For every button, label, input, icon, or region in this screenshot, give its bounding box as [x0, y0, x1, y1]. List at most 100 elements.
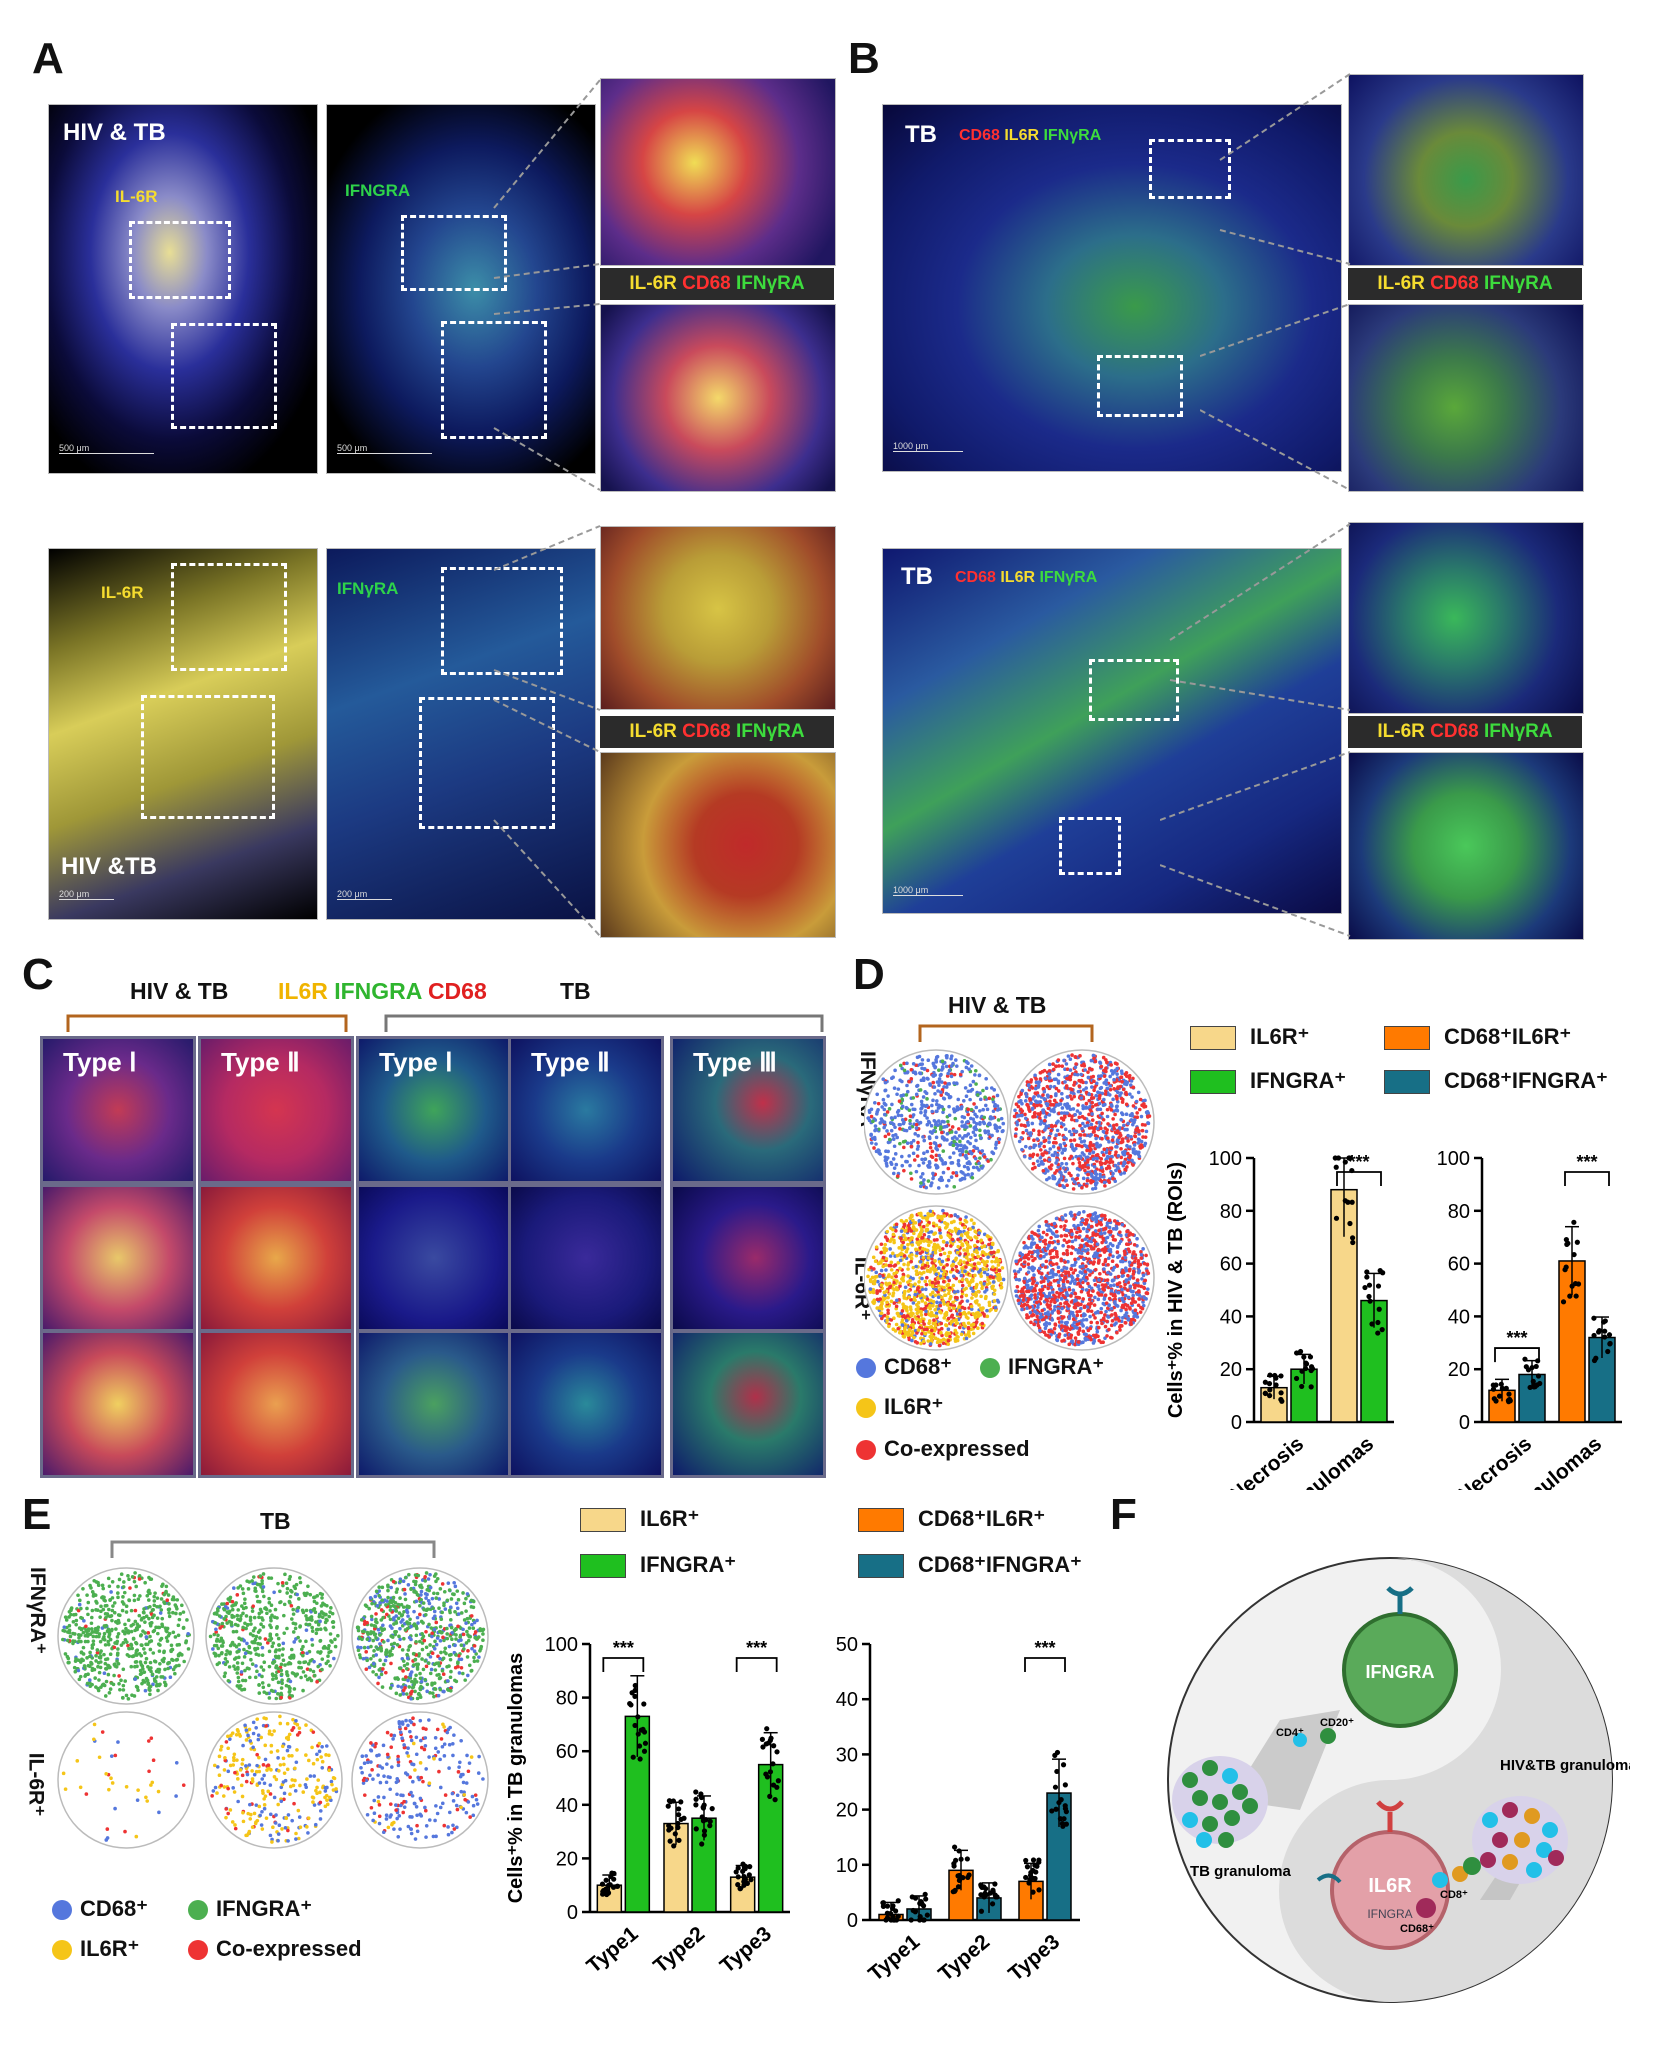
micrograph-a-bottom-ifngra: IFNγRA 200 μm	[326, 548, 596, 920]
roi-box	[171, 323, 277, 429]
x-tick-label: Type1	[582, 1922, 642, 1978]
zoom-b-bottom-2	[1348, 752, 1584, 940]
row-ifngra-label: IFNγRA⁺	[25, 1567, 49, 1654]
hiv-tb-title: HIV & TB	[63, 119, 166, 146]
dot-plot-circles	[864, 1049, 1155, 1351]
legend-ifngra: IFNGRA⁺	[980, 1354, 1104, 1380]
dot-circle	[1009, 1205, 1155, 1351]
group-hiv-tb: HIV & TB	[130, 978, 229, 1004]
cell-dot	[1202, 1760, 1218, 1776]
chart: 0 20 40 60 80 100 Cells⁺% in TB granulomas Type…	[505, 1634, 790, 1978]
panel-label-c: C	[22, 950, 54, 999]
x-tick-label: Necrosis	[1225, 1432, 1308, 1490]
significance-extra: ***	[1494, 1328, 1540, 1363]
legend-il6r: IL6R⁺	[52, 1936, 139, 1962]
cell-dot	[1196, 1832, 1212, 1848]
cell-dot	[1548, 1850, 1564, 1866]
x-tick-label: Type2	[934, 1930, 994, 1986]
cell-dot	[1514, 1832, 1530, 1848]
cell-dot	[1480, 1852, 1496, 1868]
y-tick-label: 40	[1448, 1306, 1470, 1328]
roi-box	[171, 563, 287, 671]
zoom-a-top-1	[600, 78, 836, 266]
micrograph-b-top: TB CD68 IL6R IFNγRA 1000 μm	[882, 104, 1342, 472]
y-tick-label: 0	[1459, 1412, 1470, 1434]
x-tick-label: Type3	[716, 1922, 776, 1978]
group-bracket	[110, 1540, 436, 1558]
significance-label: ***	[1348, 1152, 1369, 1172]
y-tick-label: 0	[567, 1902, 578, 1924]
cell-dot	[1224, 1810, 1240, 1826]
y-tick-label: 60	[1448, 1254, 1470, 1276]
panel-label-b: B	[848, 34, 880, 83]
blue-dot-icon	[856, 1358, 876, 1379]
scale-bar: 1000 μm	[893, 885, 963, 896]
roi-box	[441, 567, 563, 675]
type-tile	[40, 1330, 196, 1478]
zoom-lines-a-bottom	[493, 525, 601, 937]
y-tick-label: 100	[545, 1634, 578, 1656]
type-tile	[508, 1184, 664, 1332]
type-label: Type Ⅲ	[693, 1047, 777, 1077]
cell-dot	[1212, 1794, 1228, 1810]
micrograph-b-bottom: TB CD68 IL6R IFNγRA 1000 μm	[882, 548, 1342, 914]
scale-bar: 200 μm	[337, 889, 392, 900]
panel-label-a: A	[32, 34, 64, 83]
svg-text:***: ***	[1506, 1328, 1527, 1348]
y-tick-label: 80	[1448, 1201, 1470, 1223]
roi-box	[1149, 139, 1231, 199]
zoom-a-top-2	[600, 304, 836, 492]
zoom-lines-b-bottom	[1160, 523, 1351, 937]
yellow-dot-icon	[856, 1398, 876, 1419]
y-tick-label: 0	[847, 1910, 858, 1932]
legend-cd68: CD68⁺	[52, 1896, 148, 1922]
scale-bar: 200 μm	[59, 889, 114, 900]
cell-dot	[1192, 1790, 1208, 1806]
significance-label: ***	[613, 1638, 634, 1658]
micrograph-a-bottom-il6r: IL-6R HIV &TB 200 μm	[48, 548, 318, 920]
cell-dot	[1492, 1832, 1508, 1848]
roi-box	[1089, 659, 1179, 721]
cell-dot	[1242, 1798, 1258, 1814]
dot-plot-circles	[57, 1567, 489, 1849]
group-bracket	[918, 1024, 1094, 1042]
dot-circle	[351, 1711, 489, 1849]
y-tick-label: 30	[836, 1744, 858, 1766]
type-tile	[356, 1330, 512, 1478]
y-tick-label: 100	[1437, 1148, 1470, 1170]
y-tick-label: 100	[1209, 1148, 1242, 1170]
cell-dot	[1502, 1854, 1518, 1870]
panel-label-f: F	[1110, 1490, 1137, 1539]
red-dot-icon	[856, 1440, 876, 1461]
legend-cd68ifngra-bar: CD68⁺IFNGRA⁺	[858, 1552, 1082, 1579]
y-tick-label: 50	[836, 1634, 858, 1656]
roi-box	[1097, 355, 1183, 417]
ifngra-sub-label: IFNGRA	[1367, 1907, 1412, 1921]
chart: 0 10 20 30 40 50 Type1 Type2 Type3 ***	[836, 1634, 1080, 1986]
ifngra-label: IFNγRA	[337, 579, 399, 598]
dot-circle	[864, 1205, 1009, 1351]
legend-cd68il6r-bar: CD68⁺IL6R⁺	[858, 1506, 1045, 1533]
hiv-tb-title: HIV &TB	[61, 853, 157, 880]
cell-dot	[1524, 1808, 1540, 1824]
stain-label: IL6R IFNGRA CD68	[278, 978, 487, 1004]
zoom-b-top-1	[1348, 74, 1584, 266]
merge-label: IL-6R CD68 IFNγRA	[600, 716, 834, 748]
ifngra-cell-label: IFNGRA	[1366, 1662, 1435, 1682]
scale-bar: 1000 μm	[893, 441, 963, 452]
type-tile	[198, 1184, 354, 1332]
type-tile: Type Ⅲ	[670, 1036, 826, 1184]
zoom-a-bottom-2	[600, 752, 836, 938]
y-tick-label: 80	[1220, 1201, 1242, 1223]
dot-circle	[351, 1567, 489, 1705]
green-dot-icon	[188, 1900, 208, 1921]
legend-coexpressed: Co-expressed	[188, 1936, 362, 1962]
legend-ifngra-bar: IFNGRA⁺	[1190, 1068, 1346, 1095]
roi-box	[441, 321, 547, 439]
cell-dot	[1222, 1768, 1238, 1784]
y-axis-label: Cells⁺% in TB granulomas	[505, 1653, 527, 1904]
type-tile: Type Ⅱ	[198, 1036, 354, 1184]
panel-label-e: E	[22, 1490, 52, 1539]
type-label: Type Ⅰ	[379, 1047, 453, 1077]
y-tick-label: 60	[556, 1741, 578, 1763]
